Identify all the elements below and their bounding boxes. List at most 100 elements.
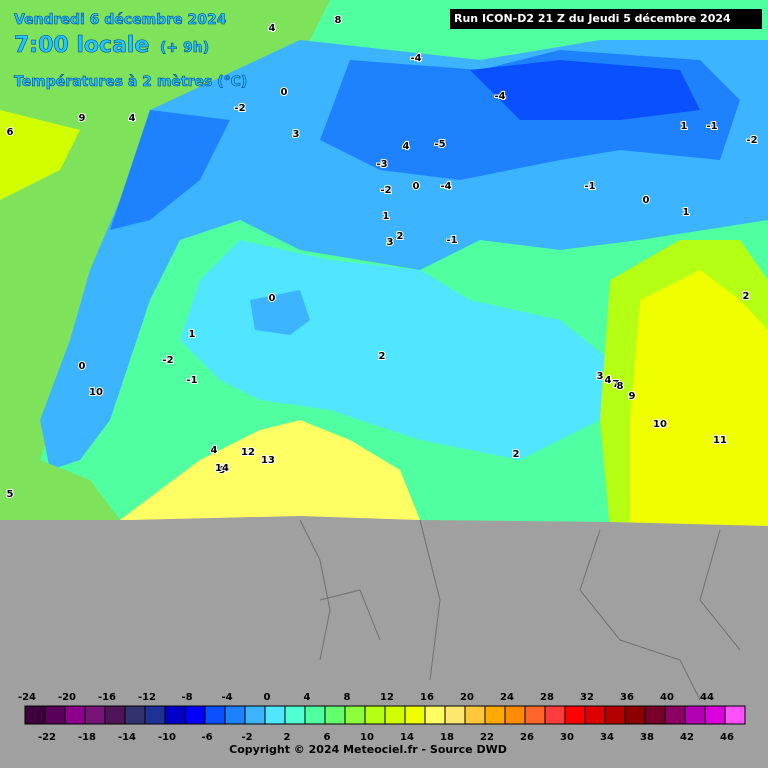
contour-label: 4 — [129, 113, 136, 124]
legend-label: -22 — [38, 732, 56, 743]
legend-swatch — [564, 705, 586, 725]
legend-label: -8 — [181, 692, 192, 703]
contour-label: 0 — [79, 361, 86, 372]
contour-label: 8 — [617, 381, 624, 392]
legend-label: -6 — [201, 732, 212, 743]
legend-label: -4 — [221, 692, 232, 703]
legend-label: -12 — [138, 692, 156, 703]
contour-label: 0 — [269, 293, 276, 304]
contour-label: 4 — [211, 445, 218, 456]
legend-swatch — [424, 705, 446, 725]
legend-swatch — [304, 705, 326, 725]
legend-swatch — [224, 705, 246, 725]
contour-label: -4 — [494, 91, 505, 102]
contour-label: 2 — [743, 291, 750, 302]
legend-swatch — [664, 705, 686, 725]
legend-label: 26 — [520, 732, 534, 743]
legend: -24-22-20-18-16-14-12-10-8-6-4-202468101… — [18, 692, 746, 743]
legend-swatch — [44, 705, 66, 725]
legend-label: 32 — [580, 692, 594, 703]
contour-label: -2 — [234, 103, 245, 114]
contour-label: 1 — [683, 207, 690, 218]
contour-label: 5 — [7, 489, 14, 500]
legend-swatch — [244, 705, 266, 725]
legend-swatch — [404, 705, 426, 725]
contour-label: 4 — [403, 141, 410, 152]
legend-swatch — [344, 705, 366, 725]
legend-label: 2 — [284, 732, 291, 743]
legend-label: 14 — [400, 732, 414, 743]
contour-label: 6 — [7, 127, 14, 138]
legend-label: -18 — [78, 732, 96, 743]
legend-label: 28 — [540, 692, 554, 703]
legend-label: 8 — [344, 692, 351, 703]
legend-label: 44 — [700, 692, 714, 703]
contour-label: 4 — [269, 23, 276, 34]
contour-label: 2 — [379, 351, 386, 362]
legend-label: 42 — [680, 732, 694, 743]
legend-label: -16 — [98, 692, 116, 703]
contour-label: 10 — [653, 419, 667, 430]
contour-label: 1 — [189, 329, 196, 340]
legend-swatch — [64, 705, 86, 725]
contour-label: -1 — [446, 235, 457, 246]
run-banner — [450, 9, 762, 29]
legend-swatch — [364, 705, 386, 725]
legend-swatch — [484, 705, 506, 725]
legend-swatch — [84, 705, 106, 725]
contour-label: -3 — [376, 159, 387, 170]
contour-label: 0 — [413, 181, 420, 192]
date: Vendredi 6 décembre 2024 — [14, 12, 227, 28]
legend-label: 22 — [480, 732, 494, 743]
legend-swatch — [104, 705, 126, 725]
contour-label: -1 — [706, 121, 717, 132]
legend-label: 4 — [304, 692, 311, 703]
contour-label: 3 — [293, 129, 300, 140]
contour-label: 3 — [387, 237, 394, 248]
field-name: Températures à 2 mètres (°C) — [14, 74, 247, 90]
legend-label: 46 — [720, 732, 734, 743]
legend-swatch — [324, 705, 346, 725]
legend-swatch — [684, 705, 706, 725]
contour-label: -4 — [410, 53, 421, 64]
legend-label: -20 — [58, 692, 76, 703]
contour-label: 9 — [629, 391, 636, 402]
legend-swatch — [584, 705, 606, 725]
legend-label: -2 — [241, 732, 252, 743]
copyright: Copyright © 2024 Meteociel.fr - Source D… — [229, 743, 507, 756]
legend-swatch — [644, 705, 666, 725]
legend-label: 38 — [640, 732, 654, 743]
contour-label: 9 — [79, 113, 86, 124]
legend-label: -24 — [18, 692, 36, 703]
contour-label: 11 — [713, 435, 727, 446]
legend-label: 18 — [440, 732, 454, 743]
contour-label: 4 — [605, 375, 612, 386]
time: 7:00 locale — [14, 33, 149, 58]
legend-label: 34 — [600, 732, 614, 743]
legend-swatch — [544, 705, 566, 725]
legend-swatch — [204, 705, 226, 725]
legend-label: 24 — [500, 692, 514, 703]
legend-label: 30 — [560, 732, 574, 743]
legend-label: 40 — [660, 692, 674, 703]
legend-swatch — [164, 705, 186, 725]
contour-label: -2 — [380, 185, 391, 196]
legend-swatch — [444, 705, 466, 725]
contour-label: 1 — [383, 211, 390, 222]
legend-label: 12 — [380, 692, 394, 703]
run-info: Run ICON-D2 21 Z du Jeudi 5 décembre 202… — [454, 12, 731, 25]
contour-label: 13 — [261, 455, 275, 466]
legend-swatch — [384, 705, 406, 725]
contour-label: 10 — [89, 387, 103, 398]
legend-label: 36 — [620, 692, 634, 703]
contour-label: 14 — [215, 463, 229, 474]
legend-swatch — [624, 705, 646, 725]
legend-label: 0 — [264, 692, 271, 703]
legend-label: 16 — [420, 692, 434, 703]
contour-label: -4 — [440, 181, 451, 192]
legend-swatch — [284, 705, 306, 725]
legend-swatch — [524, 705, 546, 725]
contour-label: -1 — [584, 181, 595, 192]
